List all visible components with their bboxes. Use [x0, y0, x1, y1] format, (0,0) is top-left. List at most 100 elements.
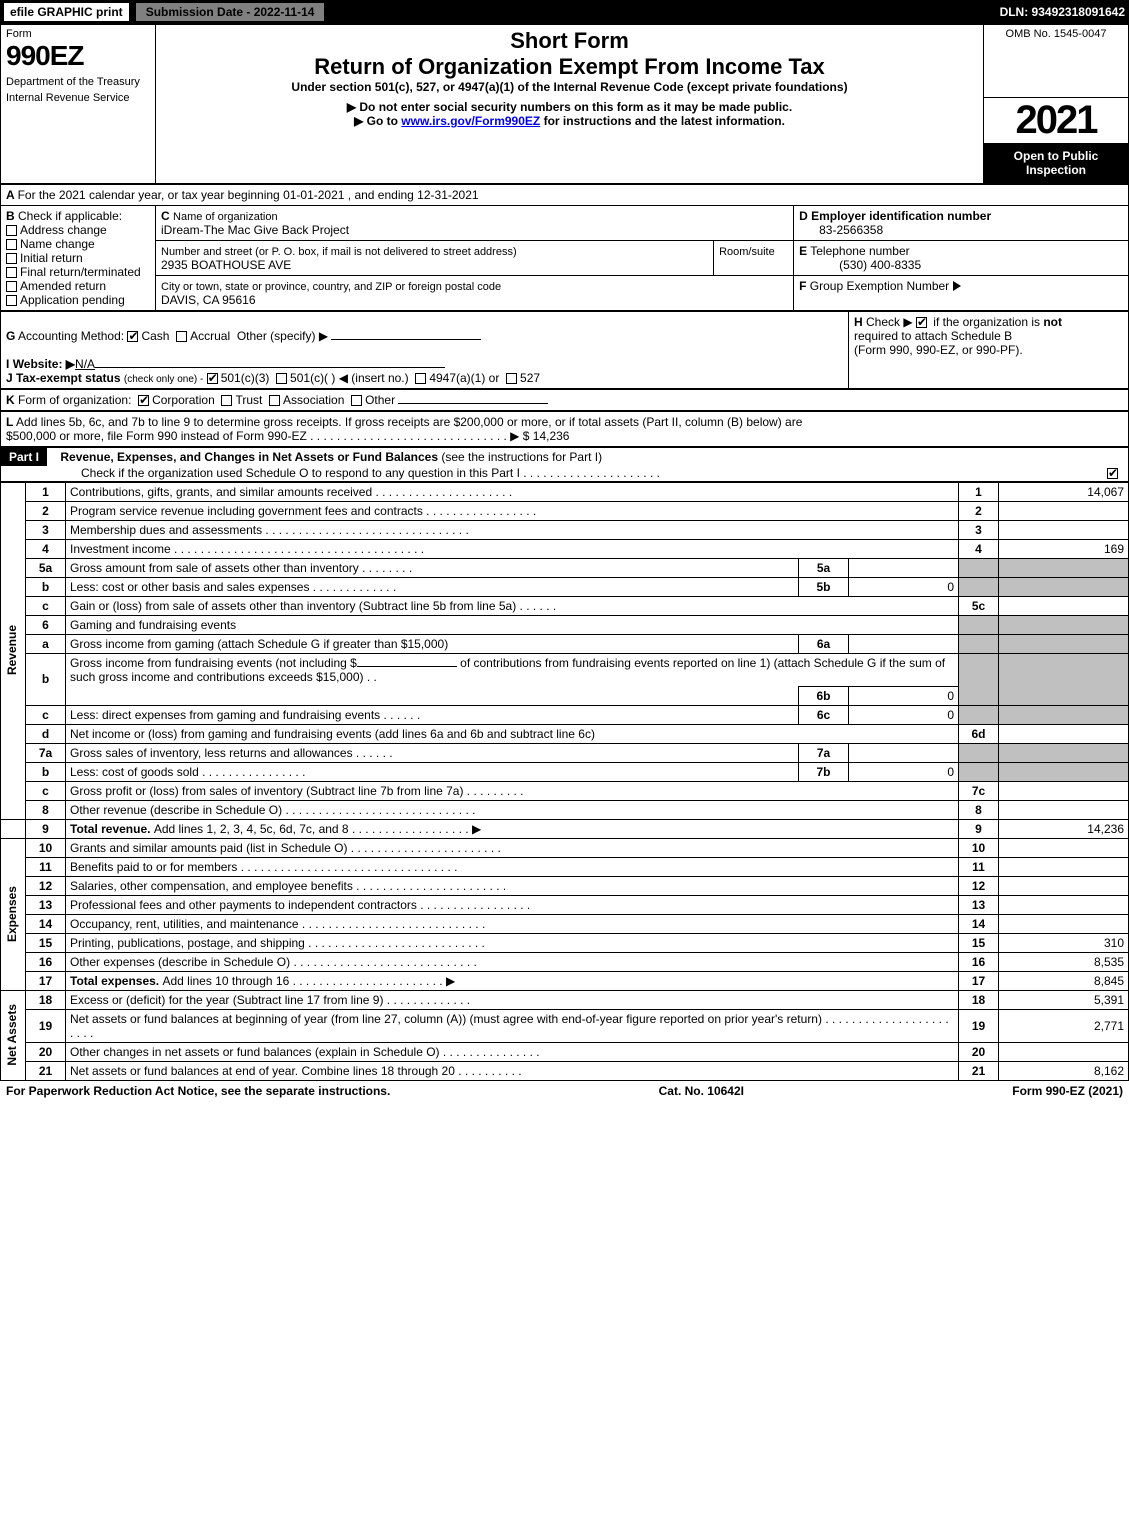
part1-sub: (see the instructions for Part I) — [438, 450, 602, 464]
goto-post: for instructions and the latest informat… — [540, 114, 785, 128]
v21: 8,162 — [999, 1061, 1129, 1080]
checkbox-527[interactable] — [506, 373, 517, 384]
checkbox-address-change[interactable] — [6, 225, 17, 236]
checkbox-final-return[interactable] — [6, 267, 17, 278]
t6b-2 — [66, 686, 799, 705]
t17-rest: Add lines 10 through 16 . . . . . . . . … — [162, 974, 455, 988]
row-19: 19Net assets or fund balances at beginni… — [1, 1009, 1129, 1042]
irs-link[interactable]: www.irs.gov/Form990EZ — [401, 114, 540, 128]
t21: Net assets or fund balances at end of ye… — [66, 1061, 959, 1080]
v6a-shade — [999, 634, 1129, 653]
netassets-label: Net Assets — [5, 1004, 19, 1066]
checkbox-501c[interactable] — [276, 373, 287, 384]
row-16: 16Other expenses (describe in Schedule O… — [1, 952, 1129, 971]
g-label: Accounting Method: — [18, 329, 124, 343]
v20 — [999, 1042, 1129, 1061]
t6: Gaming and fundraising events — [66, 615, 959, 634]
v6b-shade — [999, 653, 1129, 705]
checkbox-other[interactable] — [351, 395, 362, 406]
ssn-warning: ▶ Do not enter social security numbers o… — [161, 100, 978, 114]
row-7b: b Less: cost of goods sold . . . . . . .… — [1, 762, 1129, 781]
b13: 13 — [959, 895, 999, 914]
d-label: Employer identification number — [811, 209, 991, 223]
t1: Contributions, gifts, grants, and simila… — [66, 482, 959, 501]
row-4: 4 Investment income . . . . . . . . . . … — [1, 539, 1129, 558]
footer: For Paperwork Reduction Act Notice, see … — [0, 1081, 1129, 1101]
part1-check-text: Check if the organization used Schedule … — [81, 466, 660, 480]
row-8: 8 Other revenue (describe in Schedule O)… — [1, 800, 1129, 819]
t6b-1: Gross income from fundraising events (no… — [66, 653, 959, 686]
efile-label[interactable]: efile GRAPHIC print — [4, 3, 129, 21]
b10: 10 — [959, 838, 999, 857]
g-cash: Cash — [141, 329, 169, 343]
n2: 2 — [26, 501, 66, 520]
f-label: Group Exemption Number — [810, 279, 949, 293]
section-c-city: City or town, state or province, country… — [156, 275, 794, 310]
n12: 12 — [26, 876, 66, 895]
n6d: d — [26, 724, 66, 743]
checkbox-name-change[interactable] — [6, 239, 17, 250]
s6a: 6a — [799, 634, 849, 653]
checkbox-accrual[interactable] — [176, 331, 187, 342]
b6-shade — [959, 615, 999, 634]
t15: Printing, publications, postage, and shi… — [66, 933, 959, 952]
checkbox-4947[interactable] — [415, 373, 426, 384]
open-public: Open to Public Inspection — [984, 143, 1128, 183]
row-11: 11Benefits paid to or for members . . . … — [1, 857, 1129, 876]
row-12: 12Salaries, other compensation, and empl… — [1, 876, 1129, 895]
t9-rest: Add lines 1, 2, 3, 4, 5c, 6d, 7c, and 8 … — [154, 822, 481, 836]
b12: 12 — [959, 876, 999, 895]
h-line2: required to attach Schedule B — [854, 329, 1012, 343]
t6d: Net income or (loss) from gaming and fun… — [66, 724, 959, 743]
checkbox-cash[interactable] — [127, 331, 138, 342]
t7c: Gross profit or (loss) from sales of inv… — [66, 781, 959, 800]
v11 — [999, 857, 1129, 876]
footer-mid: Cat. No. 10642I — [659, 1084, 744, 1098]
b6b-shade — [959, 653, 999, 705]
checkbox-assoc[interactable] — [269, 395, 280, 406]
v3 — [999, 520, 1129, 539]
b1: 1 — [959, 482, 999, 501]
checkbox-application-pending[interactable] — [6, 295, 17, 306]
checkbox-501c3[interactable] — [207, 373, 218, 384]
l-value: 14,236 — [533, 429, 570, 443]
netassets-sidelabel: Net Assets — [1, 990, 26, 1080]
line-a-text: For the 2021 calendar year, or tax year … — [18, 188, 479, 202]
section-a: A For the 2021 calendar year, or tax yea… — [0, 184, 1129, 311]
part1-title: Revenue, Expenses, and Changes in Net As… — [60, 450, 438, 464]
n13: 13 — [26, 895, 66, 914]
v14 — [999, 914, 1129, 933]
s6c: 6c — [799, 705, 849, 724]
revenue-sidelabel: Revenue — [1, 482, 26, 819]
rev-spacer — [1, 819, 26, 838]
t19: Net assets or fund balances at beginning… — [66, 1009, 959, 1042]
dept-irs: Internal Revenue Service — [6, 92, 150, 104]
phone-value: (530) 400-8335 — [839, 258, 921, 272]
l-text2: $500,000 or more, file Form 990 instead … — [6, 429, 529, 443]
n1: 1 — [26, 482, 66, 501]
checkbox-initial-return[interactable] — [6, 253, 17, 264]
checkbox-part1[interactable] — [1107, 468, 1118, 479]
t7a: Gross sales of inventory, less returns a… — [66, 743, 799, 762]
n21: 21 — [26, 1061, 66, 1080]
t5b: Less: cost or other basis and sales expe… — [66, 577, 799, 596]
checkbox-h[interactable] — [916, 317, 927, 328]
n7a: 7a — [26, 743, 66, 762]
j-527: 527 — [520, 371, 540, 385]
checkbox-corp[interactable] — [138, 395, 149, 406]
v1: 14,067 — [999, 482, 1129, 501]
n8: 8 — [26, 800, 66, 819]
goto-line: ▶ Go to www.irs.gov/Form990EZ for instru… — [161, 114, 978, 128]
j-501c: 501(c)( ) ◀ (insert no.) — [290, 371, 409, 385]
n16: 16 — [26, 952, 66, 971]
n11: 11 — [26, 857, 66, 876]
opt-amended-return: Amended return — [20, 279, 106, 293]
checkbox-amended-return[interactable] — [6, 281, 17, 292]
v9: 14,236 — [999, 819, 1129, 838]
checkbox-trust[interactable] — [221, 395, 232, 406]
v6d — [999, 724, 1129, 743]
j-sub: (check only one) - — [124, 374, 203, 385]
ein-value: 83-2566358 — [819, 223, 883, 237]
t14: Occupancy, rent, utilities, and maintena… — [66, 914, 959, 933]
city-value: DAVIS, CA 95616 — [161, 293, 256, 307]
